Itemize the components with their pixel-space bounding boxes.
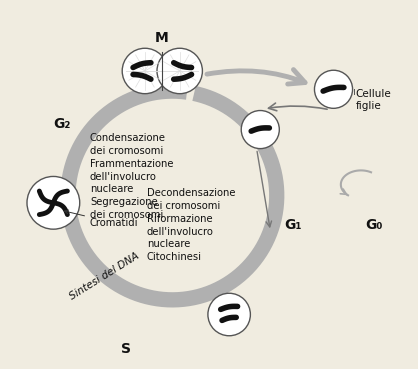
- Circle shape: [27, 176, 80, 229]
- Text: Cromatidi: Cromatidi: [64, 210, 138, 228]
- Circle shape: [208, 293, 250, 336]
- Text: G₀: G₀: [365, 218, 382, 232]
- Text: S: S: [120, 342, 130, 356]
- Text: M: M: [155, 31, 168, 45]
- Circle shape: [122, 48, 168, 94]
- Text: Cellule
figlie: Cellule figlie: [355, 89, 391, 111]
- Circle shape: [314, 70, 352, 108]
- Text: Decondensazione
dei cromosomi
Riformazione
dell'involucro
nucleare
Citochinesi: Decondensazione dei cromosomi Riformazio…: [147, 188, 235, 262]
- Text: G₂: G₂: [53, 117, 71, 131]
- Circle shape: [241, 111, 279, 149]
- Text: Sintesi del DNA: Sintesi del DNA: [68, 251, 141, 301]
- Text: G₁: G₁: [285, 218, 302, 232]
- Text: Condensazione
dei cromosomi
Frammentazione
dell'involucro
nucleare
Segregazione
: Condensazione dei cromosomi Frammentazio…: [90, 133, 173, 220]
- Circle shape: [157, 48, 202, 94]
